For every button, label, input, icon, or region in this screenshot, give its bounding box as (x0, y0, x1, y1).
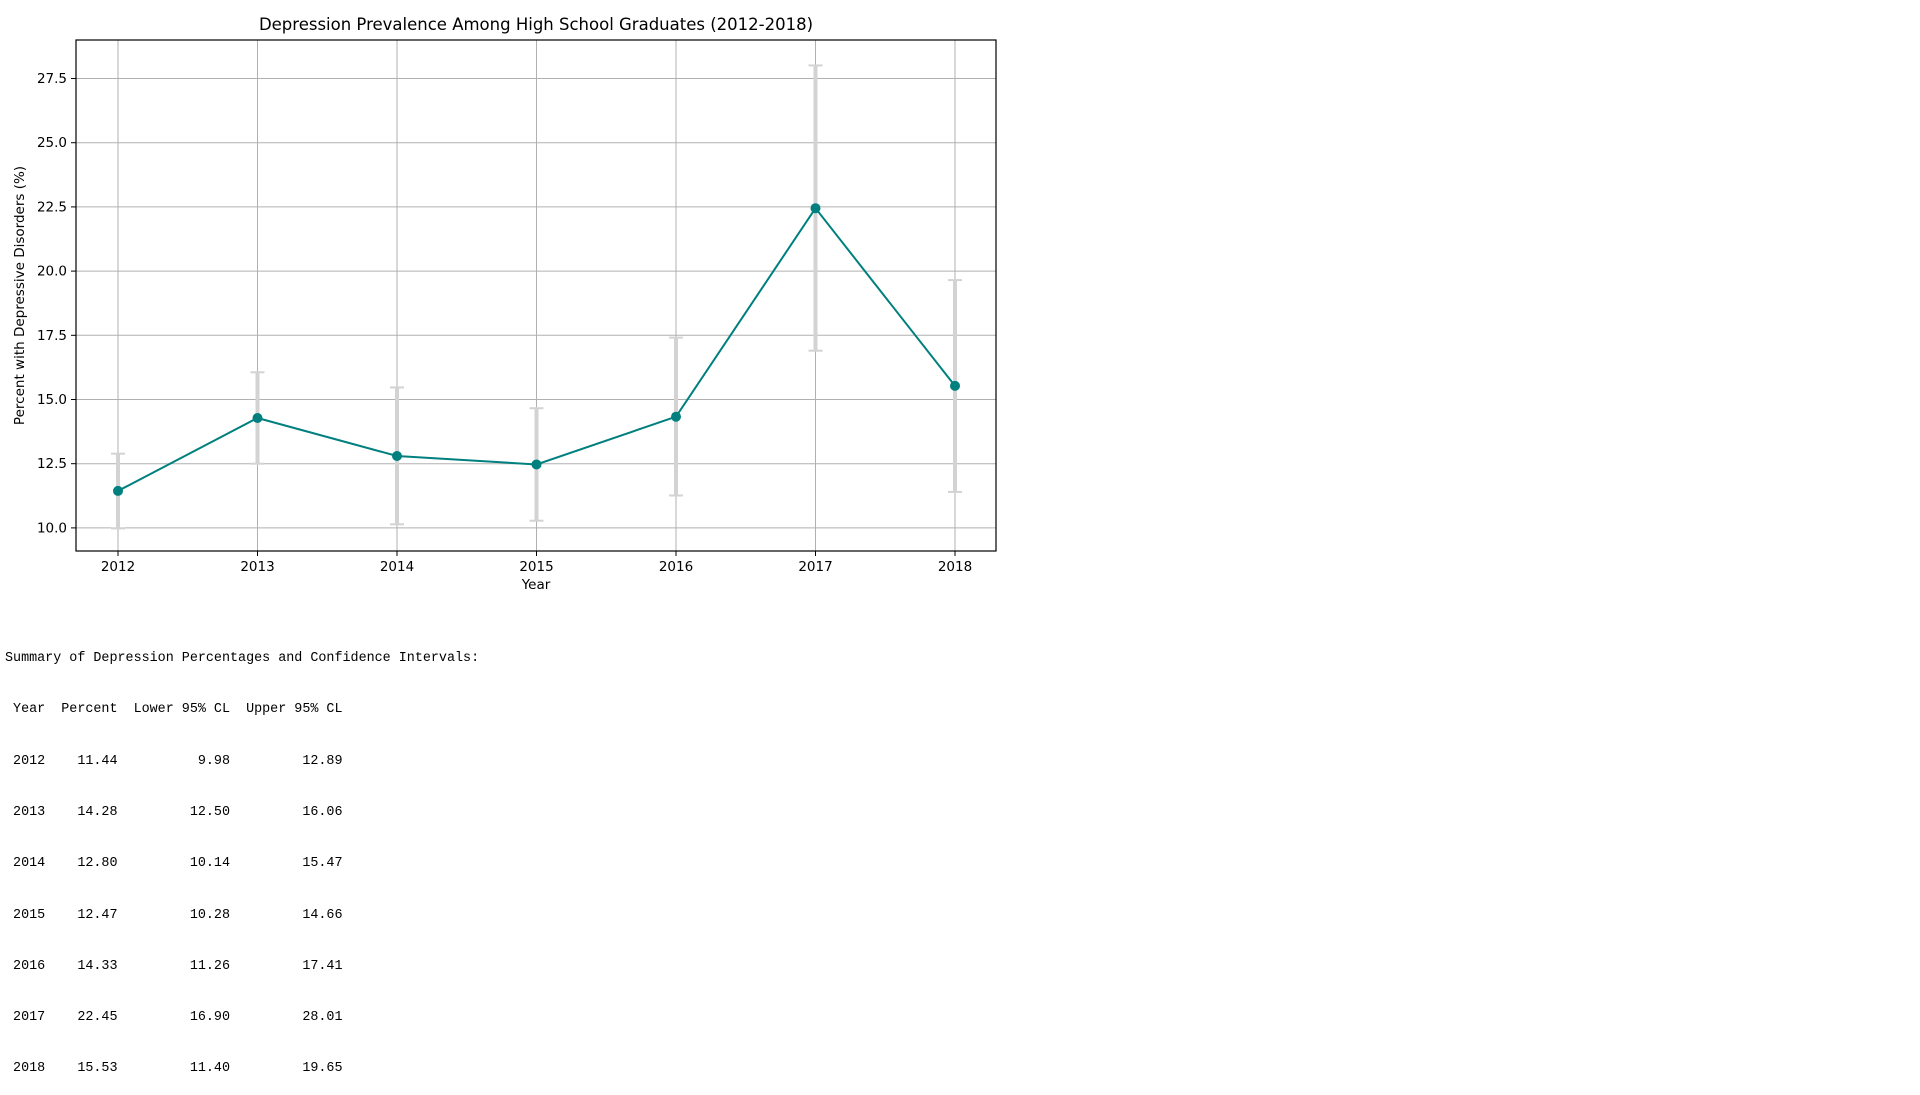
y-axis-label: Percent with Depressive Disorders (%) (12, 166, 28, 425)
y-tick-label: 25.0 (37, 135, 67, 151)
x-tick-label: 2012 (101, 559, 135, 575)
y-tick-label: 27.5 (37, 71, 67, 87)
x-tick-label: 2013 (240, 559, 274, 575)
y-tick-label: 22.5 (37, 199, 67, 215)
data-point (671, 411, 681, 422)
x-axis-label: Year (521, 577, 551, 593)
x-tick-label: 2017 (798, 559, 832, 575)
x-tick-label: 2014 (380, 559, 414, 575)
data-point (531, 459, 542, 470)
x-tick-label: 2016 (659, 559, 693, 575)
summary-table: Summary of Depression Percentages and Co… (5, 616, 479, 1095)
data-point (950, 380, 960, 391)
summary-header-row: Year Percent Lower 95% CL Upper 95% CL (5, 702, 343, 718)
y-tick-label: 20.0 (37, 264, 67, 280)
y-tick-label: 10.0 (37, 520, 67, 536)
data-point (810, 203, 821, 214)
summary-row: 2012 11.44 9.98 12.89 (5, 753, 343, 769)
data-point (113, 485, 123, 496)
summary-row: 2015 12.47 10.28 14.66 (5, 907, 343, 923)
summary-heading: Summary of Depression Percentages and Co… (5, 651, 480, 667)
chart-title: Depression Prevalence Among High School … (259, 15, 813, 34)
summary-row: 2013 14.28 12.50 16.06 (5, 805, 343, 821)
y-tick-label: 17.5 (37, 328, 67, 344)
x-tick-label: 2015 (519, 559, 553, 575)
axis-ticks: 2012 2013 2014 2015 2016 2017 2018 10.0 12.5 15.0… (37, 71, 972, 575)
data-point (252, 412, 263, 423)
summary-row: 2018 15.53 11.40 19.65 (5, 1061, 343, 1077)
x-tick-label: 2018 (938, 559, 972, 575)
summary-row: 2014 12.80 10.14 15.47 (5, 856, 343, 872)
summary-row: 2016 14.33 11.26 17.41 (5, 958, 343, 974)
data-series (113, 203, 960, 496)
y-tick-label: 12.5 (37, 456, 67, 472)
y-tick-label: 15.0 (37, 392, 67, 408)
summary-row: 2017 22.45 16.90 28.01 (5, 1010, 343, 1026)
data-point (392, 450, 402, 461)
